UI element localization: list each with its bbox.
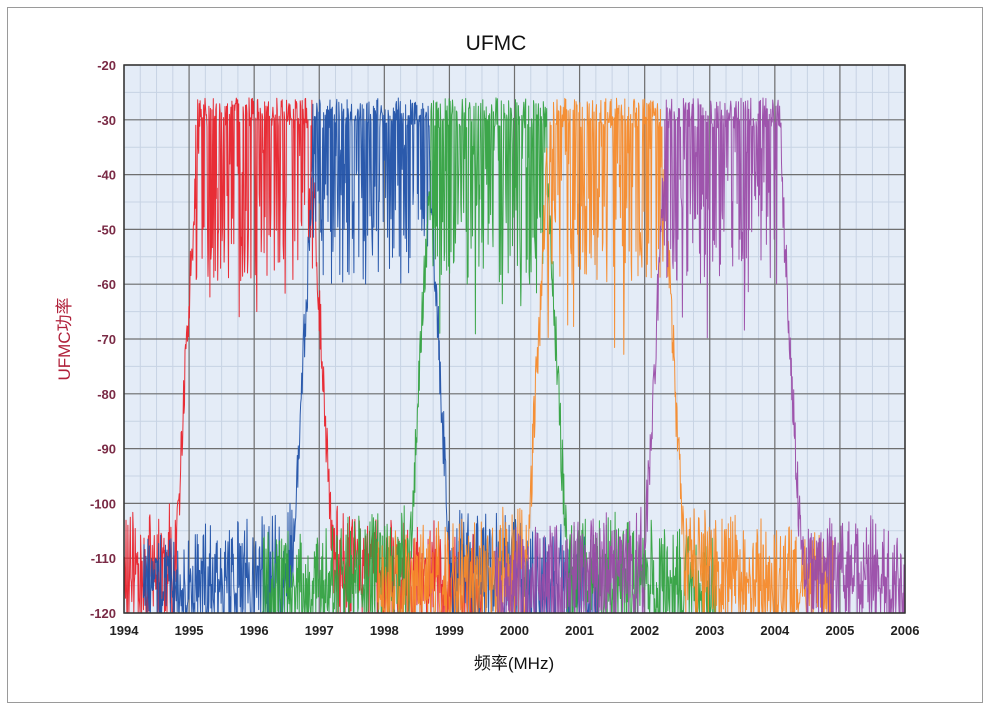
subband-4-trace <box>377 97 834 614</box>
x-tick-label: 2001 <box>565 623 594 638</box>
series-layer <box>123 97 906 614</box>
x-tick-label: 2006 <box>891 623 920 638</box>
x-tick-label: 2000 <box>500 623 529 638</box>
y-tick-label: -20 <box>97 58 116 73</box>
y-tick-label: -40 <box>97 168 116 183</box>
y-tick-label: -30 <box>97 113 116 128</box>
plot-border <box>123 64 906 614</box>
y-tick-label: -80 <box>97 387 116 402</box>
x-tick-label: 1994 <box>110 623 140 638</box>
y-tick-label: -50 <box>97 222 116 237</box>
x-tick-label: 1996 <box>240 623 269 638</box>
x-tick-label: 2002 <box>630 623 659 638</box>
x-tick-label: 2003 <box>695 623 724 638</box>
x-tick-label: 1995 <box>175 623 204 638</box>
y-axis-ticks: -20 -30 -40 -50 -60 -70 -80 -90 -100 -110 -120 <box>90 58 116 621</box>
x-axis-label: 频率(MHz) <box>474 654 554 673</box>
y-tick-label: -110 <box>91 551 116 566</box>
x-axis-ticks: 1994 1995 1996 1997 1998 1999 2000 2001 2002 2003… <box>110 623 920 638</box>
y-axis-label: UFMC功率 <box>55 297 74 380</box>
y-tick-label: -70 <box>97 332 116 347</box>
y-tick-label: -100 <box>90 496 116 511</box>
x-tick-label: 1998 <box>370 623 399 638</box>
y-tick-label: -60 <box>97 277 116 292</box>
y-tick-label: -120 <box>90 606 116 621</box>
y-tick-label: -90 <box>97 442 116 457</box>
x-tick-label: 2004 <box>760 623 790 638</box>
x-tick-label: 1999 <box>435 623 464 638</box>
chart-title: UFMC <box>466 32 527 55</box>
x-tick-label: 2005 <box>825 623 854 638</box>
x-tick-label: 1997 <box>305 623 334 638</box>
